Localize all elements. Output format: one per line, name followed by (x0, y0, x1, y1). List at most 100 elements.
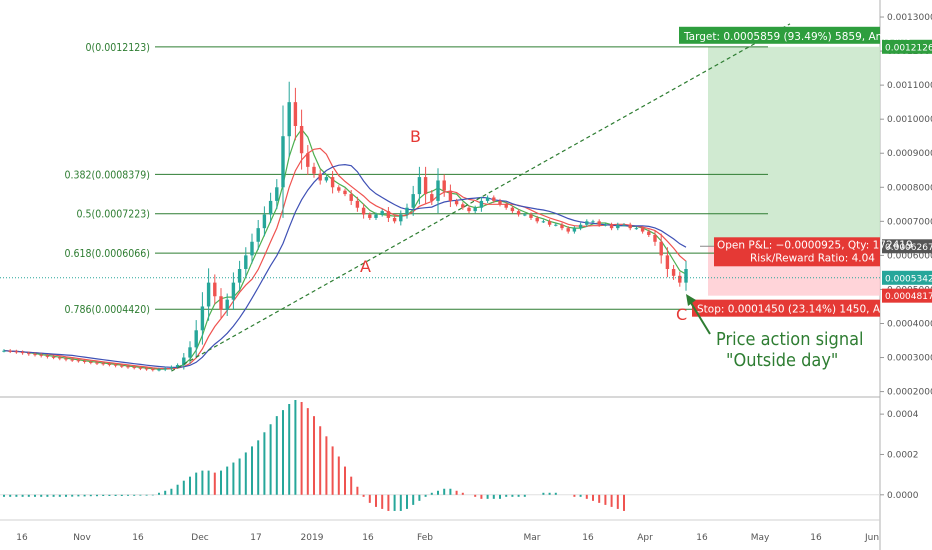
candle (299, 109, 304, 170)
candle (665, 247, 670, 278)
candle (213, 274, 217, 305)
price-tick-label: 0.0006000 (887, 251, 932, 261)
candle (244, 247, 248, 278)
candle (51, 355, 56, 360)
candle (510, 205, 515, 214)
candle (355, 196, 360, 212)
candle (64, 356, 68, 362)
candle (504, 202, 508, 210)
candle (678, 271, 682, 287)
osc-tick-label: 0.0000 (887, 491, 919, 501)
candle (206, 268, 211, 321)
candle (448, 184, 453, 208)
osc-tick-label: 0.0004 (887, 410, 919, 420)
open-pl-text: Open P&L: −0.0000925, Qty: 172419 (717, 239, 913, 251)
candle (671, 264, 676, 280)
candle (293, 87, 298, 141)
candle (126, 364, 130, 369)
time-axis[interactable]: 16 Nov 16 Dec 17 2019 16 Feb Mar 16 Apr 16 May 16 Jun (16, 533, 879, 543)
wave-label: B (410, 127, 421, 146)
candle (591, 219, 595, 223)
candle (430, 190, 434, 205)
time-tick-label: 16 (362, 533, 374, 543)
wave-label: A (360, 257, 371, 276)
candle (634, 226, 639, 230)
price-axis[interactable]: 0.00130000.00120000.00110000.00100000.00… (880, 13, 932, 501)
fib-label: 0.618(0.0006066) (65, 248, 150, 260)
candle (144, 366, 149, 371)
position-labels[interactable]: Target: 0.0005859 (93.49%) 5859, Amount O… (679, 26, 914, 317)
oscillator-histogram (0, 400, 880, 511)
price-tick-label: 0.0010000 (887, 115, 932, 125)
candle (374, 212, 378, 220)
annotation-line: "Outside day" (726, 350, 838, 371)
price-tick-label: 0.0009000 (887, 149, 932, 159)
candle (485, 195, 490, 203)
candle (616, 222, 620, 231)
annotations: A B C Price action signal"Outside day" (360, 127, 864, 371)
candle (436, 168, 440, 214)
candle (529, 212, 533, 220)
price-badge-text: 0.0006267 (885, 243, 932, 253)
candle (603, 223, 608, 227)
candle (318, 169, 322, 185)
candle (250, 233, 254, 264)
candle (647, 229, 651, 237)
risk-reward-text: Risk/Reward Ratio: 4.04 (750, 252, 875, 264)
candle (659, 233, 663, 264)
candle (684, 260, 688, 291)
candle (330, 170, 335, 194)
candle (200, 292, 205, 345)
candle (132, 365, 136, 370)
fib-label: 0.382(0.0008379) (65, 169, 150, 181)
time-tick-label: Apr (637, 533, 653, 543)
candle (628, 222, 632, 231)
candle (473, 205, 477, 214)
candle (157, 367, 161, 372)
candle (399, 210, 403, 226)
candle (256, 219, 260, 250)
candle (324, 175, 329, 183)
candle (163, 366, 167, 372)
time-tick-label: 2019 (301, 533, 324, 543)
candle (58, 355, 62, 361)
candle (231, 272, 236, 310)
candle (113, 363, 118, 368)
candle (306, 145, 310, 176)
candle (219, 288, 223, 319)
candle (578, 222, 583, 231)
candle (343, 188, 347, 197)
candle (392, 215, 397, 224)
candle (82, 359, 87, 364)
stop-label: Stop: 0.0001450 (23.14%) 1450, Amount (692, 299, 914, 317)
fib-label: 0.5(0.0007223) (77, 209, 150, 221)
candle (107, 362, 112, 367)
profit-zone (708, 46, 880, 247)
price-badge: 0.0005342 (882, 270, 932, 285)
candle (566, 226, 570, 234)
candle (2, 349, 6, 353)
price-tick-label: 0.0002000 (887, 388, 932, 398)
fibonacci-levels[interactable]: 0(0.0012123) 0.382(0.0008379) 0.5(0.000722… (65, 42, 768, 316)
candle (461, 202, 465, 210)
price-badge-text: 0.0004817 (885, 292, 932, 302)
candle (380, 209, 384, 217)
candle (609, 222, 614, 231)
candle (554, 223, 558, 227)
wave-label: C (676, 305, 687, 324)
time-tick-label: May (751, 533, 770, 543)
candle (516, 209, 521, 217)
price-tick-label: 0.0011000 (887, 81, 932, 91)
candle (45, 354, 50, 359)
candle (39, 353, 43, 358)
price-tick-label: 0.0013000 (887, 13, 932, 23)
candle (268, 192, 273, 223)
candle (169, 365, 174, 371)
candle (275, 179, 279, 210)
moving-average-line (3, 128, 687, 370)
fib-label: 0(0.0012123) (86, 42, 150, 54)
dashed-trend-line (171, 23, 791, 372)
candle (188, 341, 192, 364)
candle (535, 215, 539, 224)
candle (585, 219, 589, 227)
